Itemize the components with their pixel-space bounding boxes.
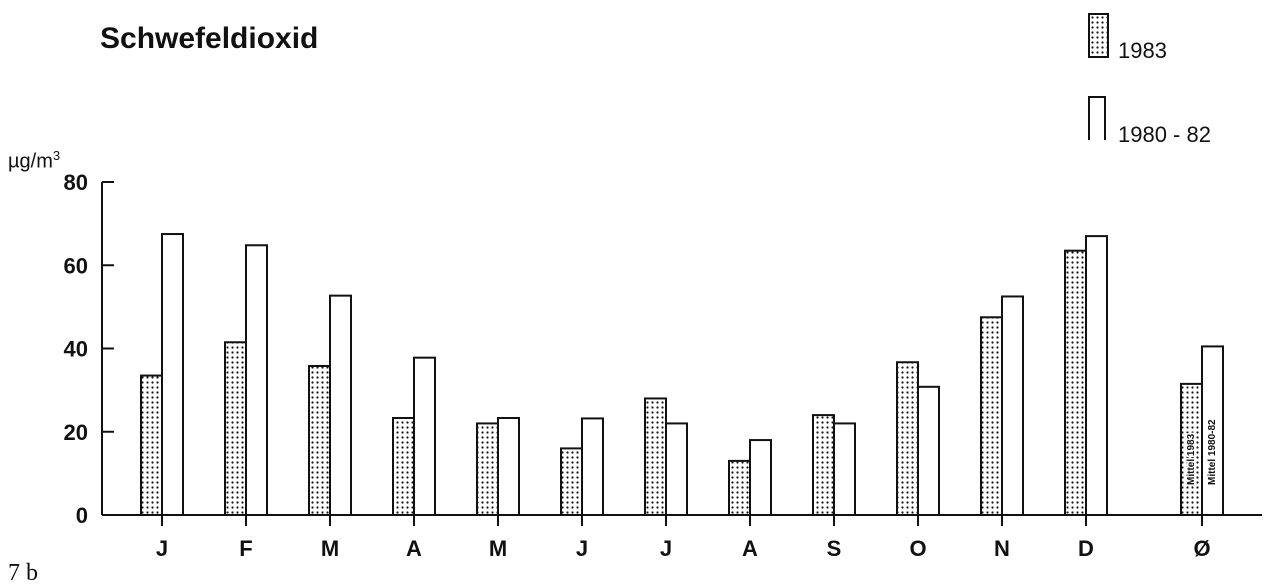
x-tick-label: M [489,536,507,561]
bar-1983 [644,397,667,517]
bar-1983 [896,361,919,516]
chart-title: Schwefeldioxid [100,22,319,55]
x-tick-label: D [1078,536,1094,561]
figure-number: 7 b [8,560,38,586]
bar-1983 [560,447,583,516]
bar-1980-82 [665,422,688,516]
y-tick-label: 40 [64,337,88,362]
x-tick-label: N [994,536,1010,561]
bar-1983 [392,417,415,517]
x-tick-label: O [909,536,926,561]
y-axis-unit-exponent: 3 [52,148,61,163]
y-axis-unit-base: µg/m [8,150,53,173]
x-tick-label: F [239,536,252,561]
bar-1983 [728,459,751,517]
y-axis-unit: µg/m3 [8,148,60,174]
bar-1980-82 [581,417,604,516]
bar-1980-82 [749,439,772,517]
bar-1983 [308,364,331,517]
x-tick-label: S [827,536,842,561]
bar-1983 [140,374,163,516]
x-tick-label: A [742,536,758,561]
y-tick-label: 60 [64,253,88,278]
x-tick-label: J [576,536,588,561]
bar-1983 [1064,249,1087,516]
bar-1980-82 [1085,235,1108,517]
x-tick-label: J [660,536,672,561]
bar-1983 [812,414,835,517]
bar-1983 [224,341,247,516]
y-tick-label: 0 [76,503,88,528]
bar-annotation-mittel-1983: Mittel 1983 [1186,433,1197,485]
x-tick-label: Ø [1193,536,1210,561]
bar-1980-82 [329,294,352,517]
bar-1980-82 [413,356,436,516]
legend-swatch-1980-82 [1088,96,1106,140]
legend-swatch-1983 [1088,13,1109,58]
x-tick-label: A [406,536,422,561]
bar-1983 [980,316,1003,516]
legend-label-1983: 1983 [1118,38,1167,63]
bar-1980-82 [497,417,520,517]
x-tick-label: J [156,536,168,561]
y-tick-label: 80 [64,170,88,195]
x-tick-label: M [321,536,339,561]
bar-1980-82 [917,385,940,517]
bar-annotation-mittel-1980-82: Mittel 1980-82 [1207,419,1218,485]
legend-label-1980-82: 1980 - 82 [1118,122,1211,147]
bar-1983 [476,422,499,516]
bar-1980-82 [161,233,184,516]
y-tick-label: 20 [64,420,88,445]
bar-1980-82 [1001,295,1024,516]
bar-1980-82 [833,422,856,516]
bar-1980-82 [1201,345,1224,517]
bar-1980-82 [245,244,268,517]
